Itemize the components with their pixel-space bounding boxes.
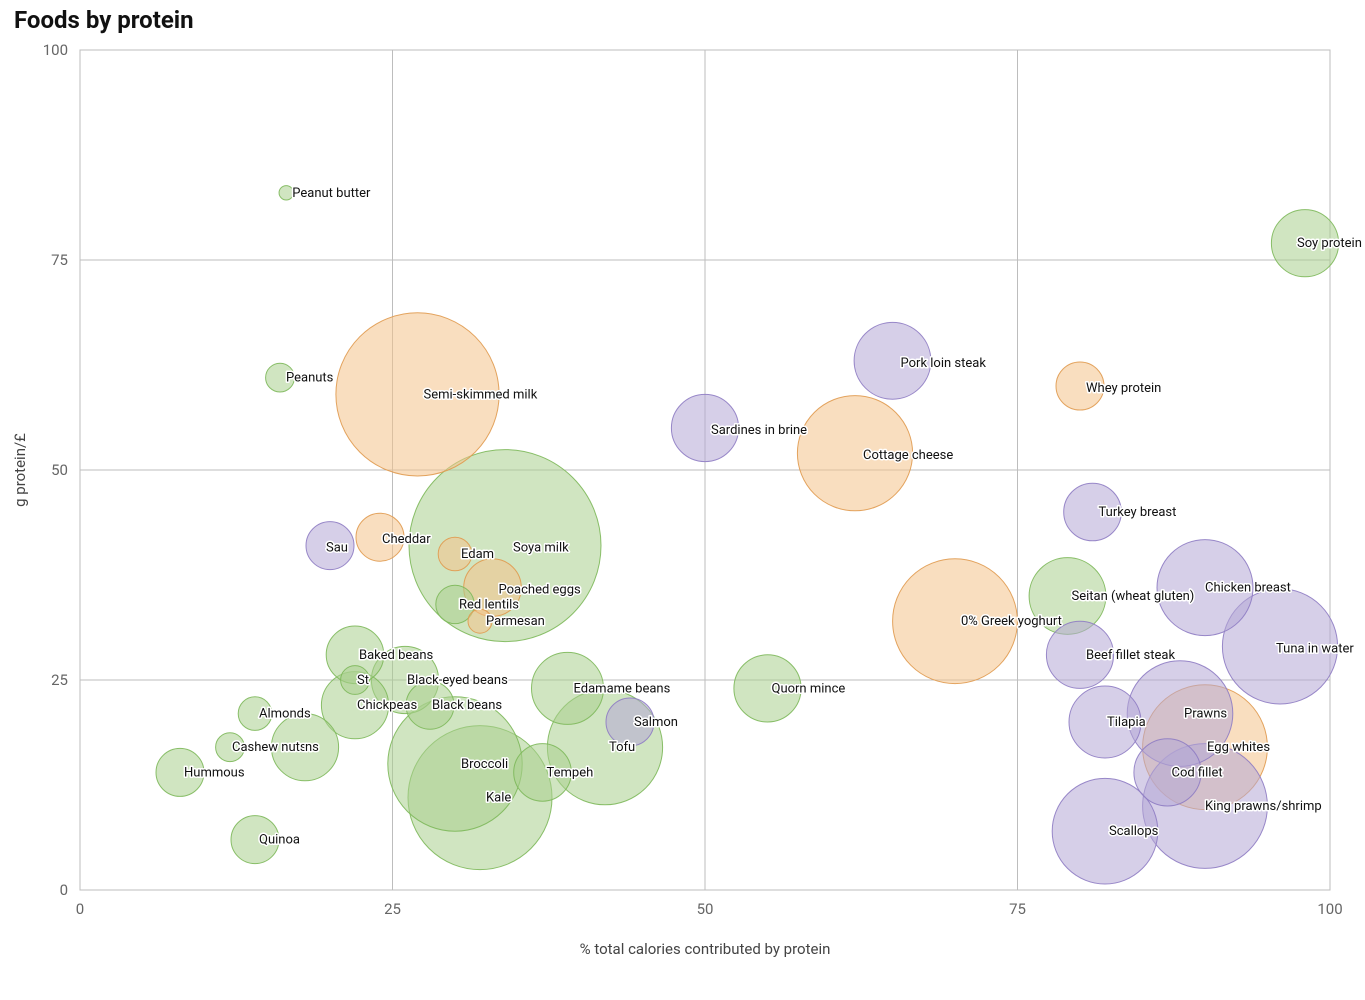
- bubble-label: Semi-skimmed milk: [424, 387, 538, 402]
- y-tick-label: 0: [60, 881, 68, 899]
- bubble-label: Beef fillet steak: [1086, 648, 1175, 663]
- bubble-label: Pork loin steak: [901, 356, 987, 371]
- bubble-label: Tuna in water: [1276, 641, 1354, 656]
- bubble-label: Quorn mince: [772, 681, 846, 696]
- bubble-label: Cod fillet: [1172, 765, 1223, 780]
- bubble-label: Cashew nuts: [232, 740, 307, 755]
- bubble-label: Kale: [486, 791, 511, 806]
- y-tick-label: 50: [51, 461, 68, 479]
- bubble-label: 0% Greek yoghurt: [961, 614, 1062, 629]
- bubble-label: Cottage cheese: [863, 448, 953, 463]
- bubble-label: Salmon: [634, 715, 678, 730]
- x-tick-label: 25: [384, 900, 401, 918]
- bubble-label: Black beans: [432, 698, 502, 713]
- chart-title: Foods by protein: [14, 6, 194, 34]
- bubble-label: Quinoa: [259, 833, 300, 848]
- bubble-label: Soy protein is: [1297, 236, 1365, 251]
- bubble-label: Seitan (wheat gluten): [1072, 589, 1195, 604]
- bubble-label: Baked beans: [359, 648, 434, 663]
- bubble-label: Cheddar: [382, 532, 431, 547]
- bubble-label: King prawns/shrimp: [1205, 799, 1322, 814]
- bubble-label: Tempeh: [547, 765, 594, 780]
- x-tick-label: 75: [1009, 900, 1026, 918]
- y-tick-label: 75: [51, 251, 68, 269]
- y-tick-label: 25: [51, 671, 68, 689]
- chart-container: Foods by protein Peanut butter Soy protei…: [0, 0, 1365, 1000]
- bubbles: [156, 186, 1339, 884]
- x-tick-label: 50: [697, 900, 714, 918]
- bubble-label: Soya milk: [513, 541, 569, 556]
- bubble-chart: Peanut butter Soy protein is Peanuts Semi-s…: [0, 0, 1365, 1000]
- bubble-label: ns: [305, 740, 319, 755]
- bubble-label: Sardines in brine: [711, 423, 807, 438]
- bubble-label: Edamame beans: [574, 681, 671, 696]
- bubble-label: Tilapia: [1107, 715, 1146, 730]
- bubble-label: Chicken breast: [1205, 581, 1291, 596]
- y-tick-label: 100: [43, 41, 68, 59]
- bubble-label: Whey protein: [1086, 381, 1161, 396]
- bubble-label: Peanut butter: [292, 186, 371, 201]
- bubble-label: Poached eggs: [499, 583, 582, 598]
- bubble-label: St: [357, 673, 369, 688]
- bubble-label: Turkey breast: [1099, 505, 1177, 520]
- x-tick-label: 0: [76, 900, 84, 918]
- bubble-label: Red lentils: [459, 597, 519, 612]
- x-tick-label: 100: [1317, 900, 1342, 918]
- bubble-label: Scallops: [1109, 824, 1159, 839]
- bubble-label: Broccoli: [461, 757, 508, 772]
- bubble-label: Sau: [326, 541, 348, 556]
- bubble-label: Hummous: [184, 765, 245, 780]
- bubble-label: Edam: [461, 547, 494, 562]
- x-axis-label: % total calories contributed by protein: [580, 940, 831, 958]
- bubble-label: Parmesan: [486, 614, 545, 629]
- bubble-label: Tofu: [609, 740, 635, 755]
- bubble-label: Black-eyed beans: [407, 673, 508, 688]
- bubble-label: Egg whites: [1207, 740, 1270, 755]
- bubble-label: Prawns: [1184, 707, 1227, 722]
- bubble-label: Chickpeas: [357, 698, 417, 713]
- bubble-label: Almonds: [259, 707, 311, 722]
- y-axis-label: g protein/£: [11, 433, 29, 507]
- bubble-label: Peanuts: [286, 371, 334, 386]
